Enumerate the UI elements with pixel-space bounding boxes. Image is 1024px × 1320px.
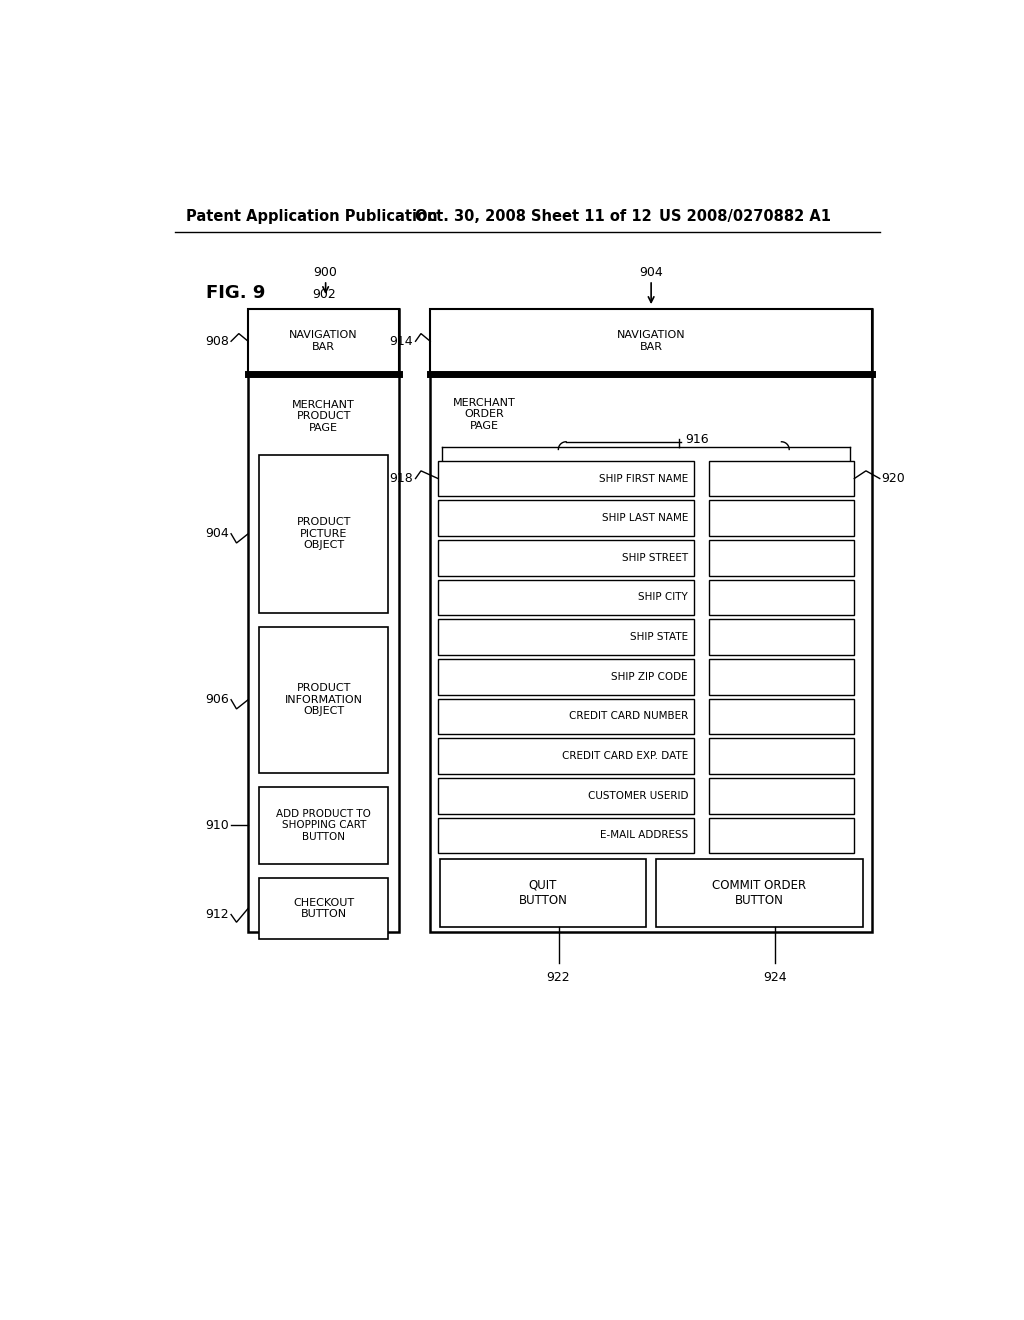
Text: CREDIT CARD NUMBER: CREDIT CARD NUMBER (568, 711, 688, 722)
Text: CREDIT CARD EXP. DATE: CREDIT CARD EXP. DATE (562, 751, 688, 762)
Bar (709, 659, 854, 694)
Text: 904: 904 (639, 265, 663, 279)
Text: SHIP ZIP CODE: SHIP ZIP CODE (611, 672, 688, 682)
Text: PRODUCT
INFORMATION
OBJECT: PRODUCT INFORMATION OBJECT (285, 684, 362, 717)
Bar (430, 309, 872, 374)
Text: 908: 908 (205, 335, 228, 347)
Bar (438, 659, 694, 694)
Bar (655, 859, 862, 927)
Text: 918: 918 (389, 473, 414, 484)
Text: FIG. 9: FIG. 9 (206, 284, 265, 302)
Bar (709, 500, 854, 536)
Text: 902: 902 (312, 288, 336, 301)
Text: 906: 906 (205, 693, 228, 706)
Text: Sheet 11 of 12: Sheet 11 of 12 (531, 209, 651, 223)
Bar (248, 309, 399, 374)
Text: SHIP CITY: SHIP CITY (638, 593, 688, 602)
Text: 912: 912 (205, 908, 228, 921)
Bar (709, 461, 854, 496)
Text: NAVIGATION
BAR: NAVIGATION BAR (290, 330, 358, 352)
Bar (709, 540, 854, 576)
Text: PRODUCT
PICTURE
OBJECT: PRODUCT PICTURE OBJECT (297, 517, 351, 550)
Text: CUSTOMER USERID: CUSTOMER USERID (588, 791, 688, 801)
Text: 904: 904 (205, 527, 228, 540)
Text: 922: 922 (547, 970, 570, 983)
Text: SHIP FIRST NAME: SHIP FIRST NAME (599, 474, 688, 483)
Text: E-MAIL ADDRESS: E-MAIL ADDRESS (600, 830, 688, 841)
Bar (430, 309, 872, 932)
Text: NAVIGATION
BAR: NAVIGATION BAR (616, 330, 685, 352)
Bar (709, 619, 854, 655)
Bar (438, 461, 694, 496)
Bar (259, 627, 388, 774)
Bar (248, 309, 399, 932)
Bar (438, 817, 694, 853)
Bar (709, 579, 854, 615)
Bar (439, 859, 646, 927)
Text: QUIT
BUTTON: QUIT BUTTON (518, 879, 567, 907)
Bar (438, 500, 694, 536)
Text: ADD PRODUCT TO
SHOPPING CART
BUTTON: ADD PRODUCT TO SHOPPING CART BUTTON (276, 809, 371, 842)
Bar (438, 698, 694, 734)
Text: 900: 900 (313, 265, 338, 279)
Bar (709, 817, 854, 853)
Text: 910: 910 (205, 818, 228, 832)
Text: 914: 914 (389, 335, 414, 347)
Bar (438, 579, 694, 615)
Bar (438, 540, 694, 576)
Bar (438, 619, 694, 655)
Text: COMMIT ORDER
BUTTON: COMMIT ORDER BUTTON (712, 879, 806, 907)
Bar (259, 787, 388, 863)
Bar (709, 777, 854, 813)
Bar (438, 738, 694, 774)
Text: SHIP LAST NAME: SHIP LAST NAME (602, 513, 688, 523)
Text: MERCHANT
PRODUCT
PAGE: MERCHANT PRODUCT PAGE (292, 400, 355, 433)
Bar (709, 698, 854, 734)
Text: Patent Application Publication: Patent Application Publication (186, 209, 437, 223)
Bar (259, 878, 388, 940)
Text: 916: 916 (685, 433, 709, 446)
Text: 924: 924 (763, 970, 786, 983)
Text: MERCHANT
ORDER
PAGE: MERCHANT ORDER PAGE (454, 397, 516, 432)
Text: SHIP STATE: SHIP STATE (630, 632, 688, 642)
Text: US 2008/0270882 A1: US 2008/0270882 A1 (658, 209, 830, 223)
Bar (709, 738, 854, 774)
Text: CHECKOUT
BUTTON: CHECKOUT BUTTON (293, 898, 354, 919)
Bar (259, 455, 388, 612)
Bar (438, 777, 694, 813)
Text: Oct. 30, 2008: Oct. 30, 2008 (415, 209, 525, 223)
Text: SHIP STREET: SHIP STREET (622, 553, 688, 562)
Text: 920: 920 (882, 473, 905, 484)
